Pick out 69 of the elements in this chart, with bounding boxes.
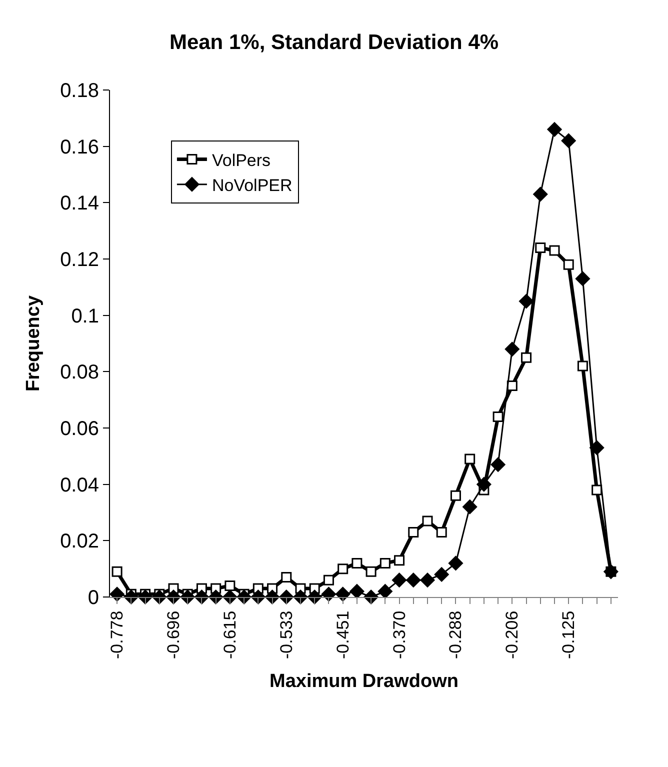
point	[490, 457, 506, 472]
point	[394, 555, 405, 566]
x-tick-label: -0.696	[164, 610, 184, 660]
point	[549, 245, 560, 256]
point	[380, 558, 390, 568]
point	[535, 242, 546, 253]
point	[338, 564, 348, 574]
point	[366, 566, 376, 577]
x-tick-label: -0.615	[220, 610, 240, 660]
point	[563, 259, 574, 270]
legend-label: VolPers	[212, 150, 271, 170]
point	[422, 516, 433, 526]
x-tick-label: -0.206	[502, 610, 522, 660]
point	[533, 186, 548, 202]
x-axis-title: Maximum Drawdown	[270, 670, 458, 692]
y-tick-label: 0.02	[60, 530, 99, 553]
point	[420, 572, 435, 588]
point	[547, 122, 562, 137]
point	[462, 500, 478, 514]
y-tick-label: 0.04	[60, 474, 99, 496]
point	[110, 586, 124, 602]
point	[352, 558, 362, 568]
point	[293, 590, 308, 604]
x-tick-label: -0.778	[108, 610, 127, 660]
point	[378, 584, 392, 599]
y-tick-label: 0.14	[60, 192, 99, 215]
point	[323, 574, 334, 586]
point	[575, 271, 590, 286]
point	[166, 590, 181, 604]
y-axis-title: Frequency	[22, 295, 44, 392]
point	[450, 490, 461, 501]
x-tick-label: -0.125	[559, 610, 578, 660]
x-tick-label: -0.288	[446, 610, 466, 660]
point	[224, 580, 236, 591]
point	[434, 567, 449, 582]
y-tick-label: 0.16	[60, 136, 99, 158]
x-tick-label: -0.370	[390, 610, 409, 660]
point	[364, 590, 378, 604]
point	[236, 590, 252, 604]
point	[448, 556, 463, 570]
point	[561, 133, 576, 148]
legend-label: NoVolPER	[212, 176, 292, 195]
y-tick-label: 0.18	[60, 80, 99, 102]
point	[321, 586, 336, 602]
y-tick-label: 0.08	[60, 362, 99, 384]
point	[350, 584, 364, 599]
point	[577, 360, 588, 372]
chart-title: Mean 1%, Standard Deviation 4%	[169, 31, 499, 54]
point	[519, 294, 534, 308]
y-tick-label: 0.1	[71, 305, 99, 328]
point	[521, 352, 532, 363]
y-tick-label: 0.12	[60, 249, 99, 271]
point	[112, 566, 122, 577]
point	[336, 586, 350, 602]
point	[590, 440, 604, 455]
point	[392, 572, 407, 588]
point	[592, 484, 602, 496]
point	[408, 526, 419, 538]
point	[406, 572, 421, 588]
point	[281, 572, 292, 583]
point	[504, 342, 520, 356]
x-tick-label: -0.533	[276, 610, 296, 660]
point	[492, 411, 504, 422]
point	[464, 454, 476, 464]
point	[436, 526, 447, 538]
point	[476, 477, 492, 492]
y-tick-label: 0.06	[60, 418, 99, 440]
y-tick-label: 0	[88, 587, 99, 609]
x-tick-label: -0.451	[333, 610, 352, 660]
